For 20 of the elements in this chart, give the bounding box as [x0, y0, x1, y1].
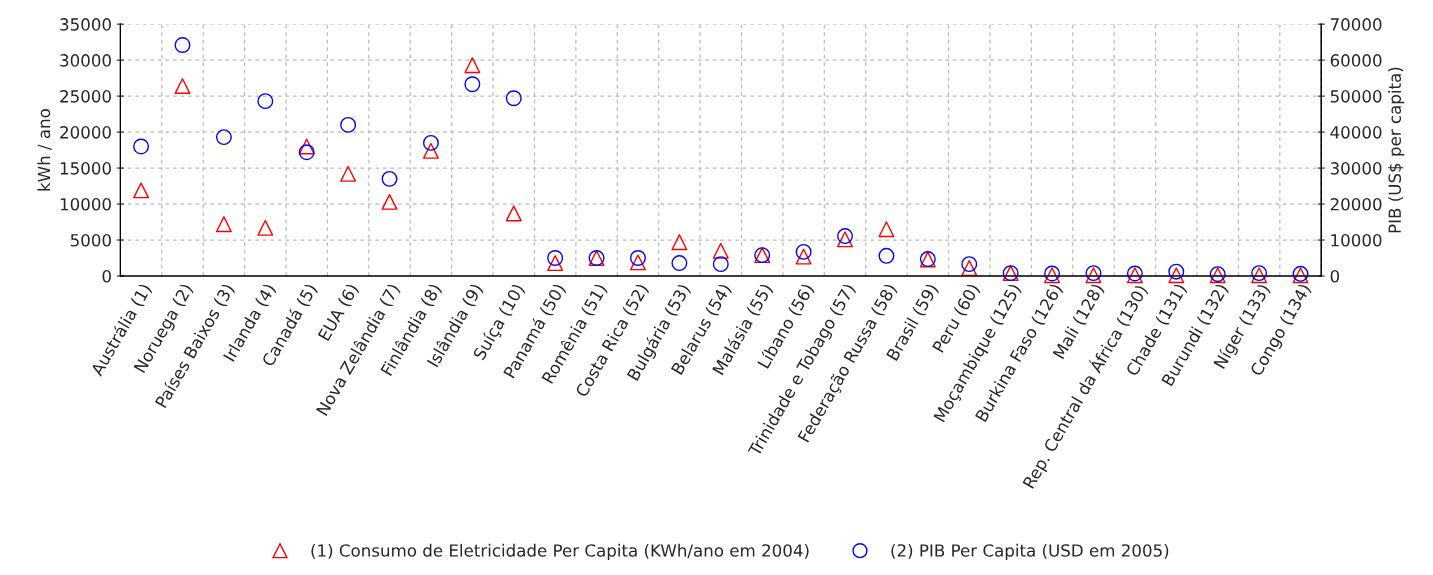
legend-label: (1) Consumo de Eletricidade Per Capita (KWh/ano em 2004) [311, 543, 809, 560]
y-tick-label: 10000 [60, 198, 111, 211]
y-tick-label: 5000 [70, 233, 111, 247]
y-tick-label: 15000 [60, 162, 111, 175]
y-tick-label: 20000 [60, 126, 111, 139]
y-tick-label: 35000 [60, 18, 111, 31]
y2-tick-label: 70000 [1330, 18, 1382, 31]
legend-label: (2) PIB Per Capita (USD em 2005) [891, 543, 1169, 560]
y2-tick-label: 20000 [1330, 198, 1382, 211]
y2-tick-label: 0 [1330, 269, 1340, 283]
y2-axis-title: PIB (US$ per capita) [1388, 67, 1405, 233]
y-tick-label: 30000 [60, 54, 111, 67]
y2-tick-label: 60000 [1330, 54, 1382, 67]
y-tick-label: 25000 [60, 90, 111, 103]
y2-tick-label: 50000 [1330, 90, 1382, 103]
y2-tick-label: 30000 [1330, 162, 1382, 175]
y-axis-title: kWh / ano [37, 109, 52, 191]
y2-tick-label: 10000 [1331, 233, 1382, 247]
y-tick-label: 0 [102, 269, 111, 283]
y2-tick-label: 40000 [1330, 126, 1382, 139]
